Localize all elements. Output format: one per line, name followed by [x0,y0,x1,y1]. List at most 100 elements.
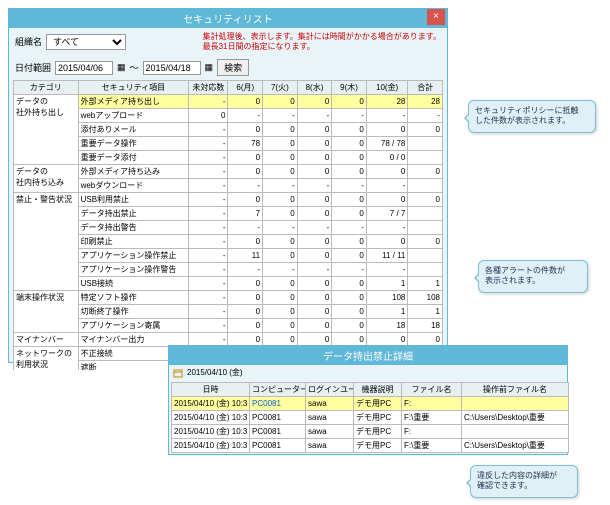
window-title: セキュリティリスト [183,15,272,26]
security-list-window: セキュリティリスト × 組織名 すべて 集計処理後、表示します。集計には時間がか… [8,8,448,363]
col-header[interactable]: ファイル名 [402,383,462,397]
table-row[interactable]: 重要データ操作-7800078 / 78 [14,137,443,151]
table-row[interactable]: 禁止・警告状況USB利用禁止-000000 [14,193,443,207]
value-cell: 0 [297,305,332,319]
table-row[interactable]: 2015/04/10 (金) 10:3PC0081sawaデモ用PCF: [172,397,569,411]
table-row[interactable]: 2015/04/10 (金) 10:3PC0081sawaデモ用PCF: [172,425,569,439]
table-row[interactable]: webアップロード0------ [14,109,443,123]
table-row[interactable]: 2015/04/10 (金) 10:3PC0081sawaデモ用PCF:\重要C… [172,439,569,453]
value-cell: 0 [189,109,228,123]
table-row[interactable]: 端末操作状況特定ソフト操作-0000108108 [14,291,443,305]
value-cell: - [332,221,367,235]
value-cell: - [366,221,408,235]
value-cell: - [263,179,298,193]
date-to-input[interactable] [143,61,201,75]
category-cell: マイナンバー [14,333,79,347]
org-select[interactable]: すべて [46,34,126,50]
value-cell: 0 [332,291,367,305]
table-row[interactable]: データ持出警告------ [14,221,443,235]
col-header[interactable]: 日時 [172,383,250,397]
value-cell: sawa [306,411,354,425]
value-cell: F: [402,425,462,439]
value-cell: - [332,179,367,193]
col-header[interactable]: 操作前ファイル名 [462,383,569,397]
value-cell: 0 [263,123,298,137]
value-cell: 0 [332,277,367,291]
value-cell: - [228,263,263,277]
value-cell: 2015/04/10 (金) 10:3 [172,397,250,411]
value-cell: 18 [366,319,408,333]
value-cell: 1 [366,305,408,319]
value-cell: - [189,123,228,137]
category-cell: ネットワークの利用状況 [14,347,79,371]
value-cell: 0 [332,235,367,249]
value-cell: - [228,221,263,235]
value-cell: 0 [263,319,298,333]
value-cell: 0 [228,151,263,165]
value-cell: 0 [263,151,298,165]
value-cell: PC0081 [250,411,306,425]
table-row[interactable]: アプリケーション操作禁止-1100011 / 11 [14,249,443,263]
col-header[interactable]: 6(月) [228,81,263,95]
value-cell: - [189,151,228,165]
col-header[interactable]: ログインユーザ [306,383,354,397]
table-row[interactable]: 重要データ添付-00000 / 0 [14,151,443,165]
value-cell: F:\重要 [402,411,462,425]
table-row[interactable]: データ持出禁止-70007 / 7 [14,207,443,221]
table-row[interactable]: 切断終了操作-000011 [14,305,443,319]
value-cell: - [189,291,228,305]
item-cell: 重要データ添付 [78,151,189,165]
value-cell: - [263,263,298,277]
col-header[interactable]: 10(金) [366,81,408,95]
table-row[interactable]: 印刷禁止-000000 [14,235,443,249]
col-header[interactable]: 9(木) [332,81,367,95]
col-header[interactable]: 合計 [408,81,443,95]
date-from-input[interactable] [55,61,113,75]
col-header[interactable]: セキュリティ項目 [78,81,189,95]
table-row[interactable]: データの社外持ち出し外部メディア持ち出し-00002828 [14,95,443,109]
col-header[interactable]: コンピューター名 [250,383,306,397]
close-icon[interactable]: × [427,9,445,25]
search-button[interactable]: 検索 [217,59,249,76]
value-cell: 0 [263,165,298,179]
value-cell: - [189,207,228,221]
item-cell: 切断終了操作 [78,305,189,319]
value-cell: 0 [263,137,298,151]
calendar-icon[interactable]: ▦ [117,62,126,73]
table-row[interactable]: 添付ありメール-000000 [14,123,443,137]
table-row[interactable]: データの社内持ち込み外部メディア持ち込み-000000 [14,165,443,179]
table-row[interactable]: webダウンロード------ [14,179,443,193]
value-cell: 11 / 11 [366,249,408,263]
value-cell: - [189,193,228,207]
col-header[interactable]: 機器説明 [354,383,402,397]
titlebar: セキュリティリスト × [9,9,447,28]
value-cell: デモ用PC [354,425,402,439]
value-cell: 0 [408,235,443,249]
calendar-icon[interactable]: ▦ [205,62,214,73]
value-cell: - [297,263,332,277]
item-cell: アプリケーション寄属 [78,319,189,333]
value-cell: - [189,137,228,151]
table-row[interactable]: アプリケーション寄属-00001818 [14,319,443,333]
value-cell: 0 [228,123,263,137]
value-cell [462,425,569,439]
value-cell: - [297,179,332,193]
range-label: 日付範囲 [15,61,51,74]
col-header[interactable]: 8(水) [297,81,332,95]
value-cell [408,207,443,221]
table-row[interactable]: USB接続-000011 [14,277,443,291]
col-header[interactable]: 7(火) [263,81,298,95]
value-cell [408,263,443,277]
col-header[interactable]: 未対応数 [189,81,228,95]
table-row[interactable]: 2015/04/10 (金) 10:3PC0081sawaデモ用PCF:\重要C… [172,411,569,425]
value-cell: PC0081 [250,439,306,453]
value-cell: - [189,221,228,235]
value-cell: 0 [228,235,263,249]
value-cell: - [189,165,228,179]
value-cell: 0 [228,165,263,179]
table-row[interactable]: アプリケーション操作警告------ [14,263,443,277]
value-cell: 0 [366,193,408,207]
value-cell [408,179,443,193]
col-header[interactable]: カテゴリ [14,81,79,95]
value-cell: - [228,179,263,193]
